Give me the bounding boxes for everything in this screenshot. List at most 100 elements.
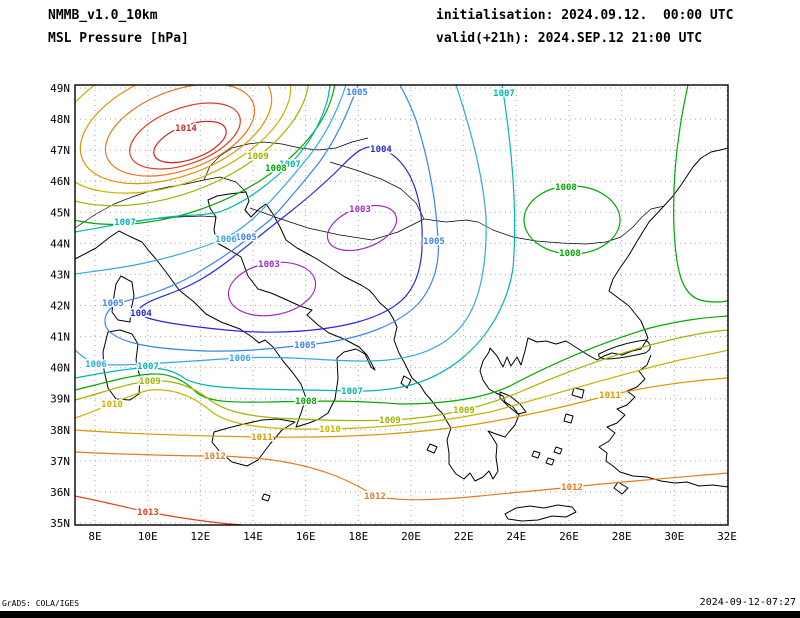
contour-line	[129, 102, 241, 170]
contour-line	[75, 85, 292, 194]
river-sava	[249, 207, 425, 241]
contour-line	[75, 85, 516, 392]
lon-tick-label: 16E	[296, 530, 316, 543]
contour-line	[104, 85, 256, 177]
lat-tick-label: 41N	[50, 331, 70, 344]
contour-value-label: 1007	[493, 89, 515, 99]
contour-value-label: 1011	[599, 391, 621, 401]
lon-tick-label: 20E	[401, 530, 421, 543]
contour-value-label: 1007	[137, 362, 159, 372]
contour-value-label: 1010	[319, 425, 341, 435]
lat-tick-label: 42N	[50, 299, 70, 312]
island-cyclades-1	[531, 450, 541, 459]
contour-value-label: 1006	[229, 354, 251, 364]
lon-tick-label: 28E	[612, 530, 632, 543]
lat-tick-label: 49N	[50, 82, 70, 95]
lat-tick-label: 36N	[50, 486, 70, 499]
contour-value-label: 1012	[204, 452, 226, 462]
contour-value-label: 1006	[215, 235, 237, 245]
model-title: NMMB_v1.0_10km	[48, 8, 158, 23]
contour-value-label: 1009	[139, 377, 161, 387]
coastlines	[75, 137, 728, 522]
lon-tick-label: 18E	[348, 530, 368, 543]
contour-line	[75, 349, 728, 430]
grads-credit: GrADS: COLA/IGES	[2, 599, 80, 608]
latitude-axis: 49N 48N 47N 46N 45N 44N 43N 42N 41N 40N 39N 38N 37N 3…	[50, 82, 70, 530]
contour-line	[673, 85, 728, 303]
graticule-grid	[75, 85, 728, 525]
contour-line	[75, 495, 243, 525]
contour-value-label: 1006	[85, 360, 107, 370]
border-central-europe	[203, 137, 369, 181]
longitude-axis: 8E 10E 12E 14E 16E 18E 20E 22E 24E 26E 28E 30E 32E	[88, 530, 737, 543]
contour-value-label: 1004	[130, 309, 152, 319]
contour-line	[75, 85, 331, 233]
lat-tick-label: 44N	[50, 237, 70, 250]
lon-tick-label: 30E	[664, 530, 684, 543]
lon-tick-label: 26E	[559, 530, 579, 543]
island-corsica	[111, 275, 135, 323]
contour-line	[523, 185, 621, 255]
lon-tick-label: 22E	[454, 530, 474, 543]
lat-tick-label: 46N	[50, 175, 70, 188]
island-cyclades-2	[545, 457, 555, 466]
contour-value-label: 1007	[341, 387, 363, 397]
contour-line	[75, 85, 487, 366]
contour-value-label: 1007	[279, 160, 301, 170]
lat-tick-label: 39N	[50, 393, 70, 406]
lat-tick-label: 45N	[50, 206, 70, 219]
lat-tick-label: 35N	[50, 517, 70, 530]
contour-value-label: 1012	[364, 492, 386, 502]
coastline-marmara	[598, 339, 651, 360]
contour-value-label: 1012	[561, 483, 583, 493]
contour-value-label: 1010	[101, 400, 123, 410]
lat-tick-label: 43N	[50, 268, 70, 281]
contour-line	[326, 204, 398, 252]
lat-tick-label: 38N	[50, 424, 70, 437]
island-lesbos	[571, 387, 585, 399]
contour-value-label: 1008	[559, 249, 581, 259]
init-time: initialisation: 2024.09.12. 00:00 UTC	[436, 8, 734, 23]
contour-value-label: 1005	[423, 237, 445, 247]
island-chios	[563, 413, 574, 424]
contour-line	[104, 85, 439, 352]
isobar-contours	[75, 85, 728, 525]
river-danube	[329, 161, 665, 245]
coastline-anatolia	[598, 354, 728, 488]
contour-line	[79, 85, 273, 185]
contour-value-label: 1008	[555, 183, 577, 193]
lon-tick-label: 14E	[243, 530, 263, 543]
contour-value-label: 1003	[349, 205, 371, 215]
lat-tick-label: 47N	[50, 144, 70, 157]
contour-value-label: 1009	[379, 416, 401, 426]
island-crete	[504, 504, 577, 522]
island-cyclades-3	[553, 446, 563, 455]
contour-value-label: 1009	[453, 406, 475, 416]
contour-value-label: 1003	[258, 260, 280, 270]
bottom-bar	[0, 611, 800, 618]
lat-tick-label: 37N	[50, 455, 70, 468]
contour-line	[153, 120, 227, 164]
contour-value-label: 1004	[370, 145, 392, 155]
island-sicily	[211, 418, 296, 467]
island-sardinia	[102, 329, 141, 401]
island-zakynthos	[426, 443, 438, 454]
contour-line	[137, 146, 423, 333]
contour-value-label: 1007	[114, 218, 136, 228]
field-title: MSL Pressure [hPa]	[48, 31, 189, 46]
contour-line	[75, 85, 310, 207]
contour-line	[75, 85, 336, 226]
contour-labels: 1005 100710141004100910071008100810031007…	[84, 87, 623, 520]
contour-line	[75, 85, 347, 275]
contour-line	[75, 377, 728, 438]
coastline-mainland	[75, 147, 728, 482]
contour-line	[75, 329, 728, 422]
contour-value-label: 1013	[137, 508, 159, 518]
lon-tick-label: 10E	[138, 530, 158, 543]
lon-tick-label: 12E	[190, 530, 210, 543]
island-rhodes	[613, 481, 629, 495]
contour-value-label: 1005	[294, 341, 316, 351]
contour-value-label: 1005	[102, 299, 124, 309]
